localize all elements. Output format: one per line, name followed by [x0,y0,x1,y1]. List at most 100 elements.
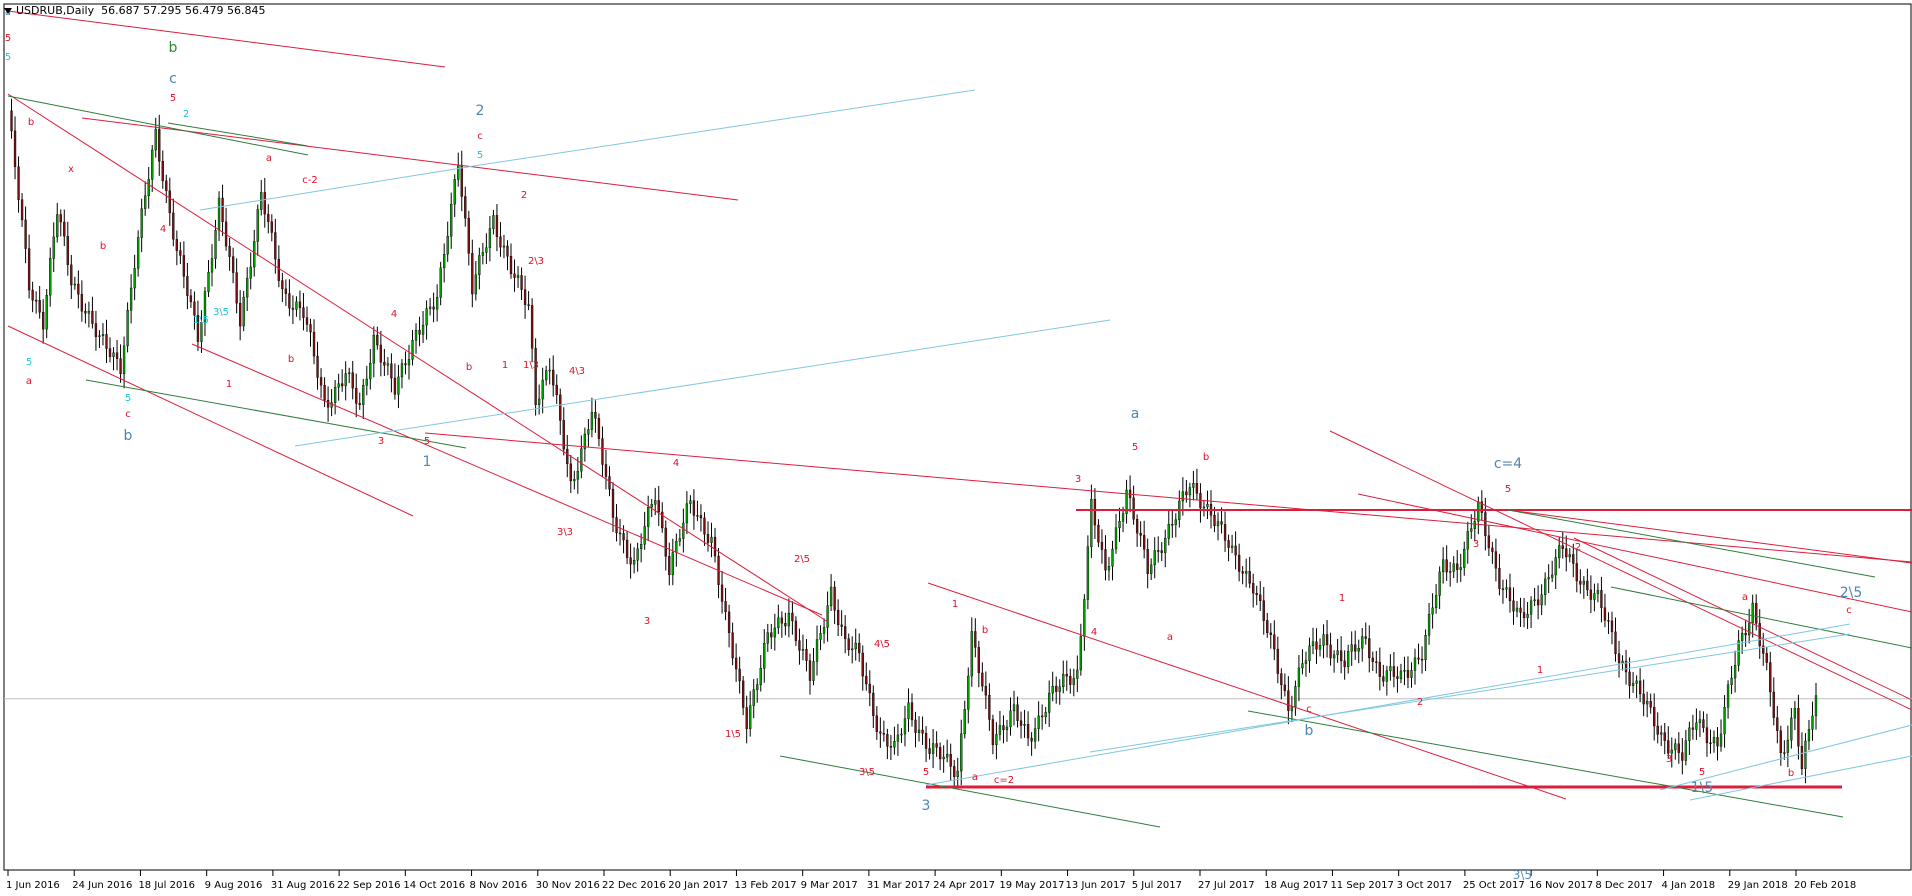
candle-body [1354,644,1357,652]
candle-body [151,149,154,180]
candle-body [886,734,889,747]
trend-line[interactable] [7,325,414,517]
candle-body [1107,566,1111,571]
candle-body [1491,547,1494,552]
candle-body [946,754,949,758]
trend-line[interactable] [479,89,976,166]
candle-body [601,438,604,465]
trend-line[interactable] [7,93,829,623]
candle-body [217,197,221,231]
candle-body [179,250,182,256]
candle-body [745,707,748,729]
candle-body [1751,602,1754,624]
trend-line[interactable] [191,343,823,616]
candle-body [214,229,217,259]
candle-body [87,310,91,314]
candle-body [854,642,857,650]
candle-body [344,373,347,387]
candle-body [956,770,959,777]
candle-body [70,264,73,286]
trend-line[interactable] [199,164,481,211]
candle-body [1466,531,1469,550]
candle-body [1104,549,1107,571]
wave-label: b [124,428,133,444]
candle-body [421,324,425,335]
trend-line[interactable] [85,379,467,449]
candle-body [1002,725,1005,731]
candle-body [1234,545,1237,556]
candle-body [1645,701,1649,705]
wave-label: 4\3 [569,366,585,377]
candle-body [1343,660,1346,667]
candle-body [1744,632,1747,636]
candle-body [1185,491,1188,496]
x-tick-label: 30 Nov 2016 [536,880,600,891]
trend-line[interactable] [1573,537,1912,701]
wave-label: 2 [1575,542,1581,553]
candle-body [1230,545,1234,548]
candle-body [713,536,717,557]
candle-body [643,526,646,545]
candle-body [858,642,861,654]
x-tick-label: 24 Apr 2017 [933,880,995,891]
candle-body [1765,653,1768,663]
trend-line[interactable] [1247,710,1844,818]
candle-body [1600,590,1603,608]
candle-body [1311,641,1315,647]
x-tick-label: 24 Jun 2016 [72,880,132,891]
candle-body [1610,620,1614,633]
trend-line[interactable] [424,432,1912,563]
trend-line[interactable] [7,10,446,68]
candle-body [305,317,309,325]
trend-line[interactable] [927,582,1567,800]
trend-line[interactable] [1089,633,1851,753]
candle-body [1171,524,1174,526]
candle-body [1083,599,1086,637]
candle-body [872,692,875,716]
candle-body [474,274,477,295]
trend-line[interactable] [167,122,309,147]
x-tick-label: 20 Jan 2017 [668,880,728,891]
trend-line[interactable] [925,623,1851,786]
candle-body [900,733,903,736]
trend-line[interactable] [1610,586,1912,649]
chevron-down-icon[interactable] [4,8,12,14]
candle-body [1361,636,1364,649]
candle-body [1406,670,1410,678]
candle-body [798,640,801,651]
wave-label: a [1167,632,1173,643]
trend-line[interactable] [779,755,1161,828]
chart-header: USDRUB,Daily 56.687 57.295 56.479 56.845 [4,4,266,17]
candle-body [1456,563,1459,570]
trend-line[interactable] [1329,430,1912,711]
candle-body [998,725,1002,735]
candle-body [1005,726,1009,731]
candle-body [326,400,330,408]
trend-line[interactable] [1659,724,1912,791]
wave-label: 3 [1473,539,1479,550]
candle-body [1255,593,1258,596]
candle-body [122,345,126,375]
candle-body [1167,524,1170,539]
wave-label: 5 [424,436,430,447]
candle-body [1631,683,1635,686]
candle-body [221,197,224,223]
trend-line[interactable] [1689,755,1912,801]
candle-body [1698,719,1702,723]
trend-line[interactable] [1507,509,1912,564]
trend-line[interactable] [294,319,1111,447]
candle-body [861,652,864,677]
candle-body [583,433,587,449]
trend-line[interactable] [1507,509,1876,578]
trend-line[interactable] [7,95,309,156]
candle-body [1339,650,1343,662]
candle-body [636,548,639,561]
candle-body [731,632,734,659]
trend-line[interactable] [1357,493,1912,613]
candle-body [1484,512,1487,536]
candle-body [1223,524,1227,541]
candle-body [1758,623,1761,647]
candle-body [397,376,400,395]
